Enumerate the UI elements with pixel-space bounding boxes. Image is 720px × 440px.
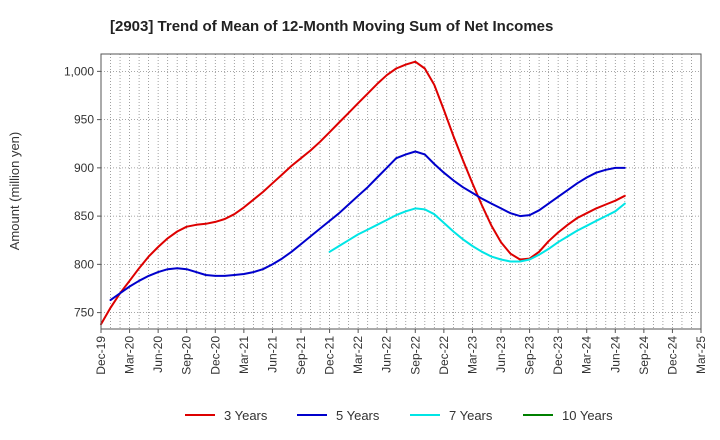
x-tick-label: Mar-21 — [237, 336, 251, 374]
y-tick-label: 900 — [74, 161, 94, 175]
x-tick-label: Jun-22 — [380, 336, 394, 373]
legend-label: 7 Years — [449, 408, 493, 423]
grid-lines — [101, 54, 701, 329]
x-tick-label: Mar-25 — [694, 336, 708, 374]
x-tick-label: Mar-20 — [123, 336, 137, 374]
x-tick-label: Sep-22 — [408, 336, 422, 375]
x-tick-label: Sep-20 — [180, 336, 194, 375]
legend-label: 10 Years — [562, 408, 613, 423]
y-tick-label: 1,000 — [64, 64, 94, 78]
x-tick-label: Mar-23 — [465, 336, 479, 374]
x-tick-label: Dec-23 — [551, 336, 565, 375]
series-lines — [100, 60, 626, 326]
x-tick-label: Dec-24 — [665, 336, 679, 375]
x-tick-label: Sep-24 — [637, 336, 651, 375]
x-tick-label: Dec-19 — [94, 336, 108, 375]
legend-label: 5 Years — [336, 408, 380, 423]
x-tick-label: Sep-21 — [294, 336, 308, 375]
plot-area-frame — [100, 53, 702, 330]
chart-title: [2903] Trend of Mean of 12-Month Moving … — [110, 18, 553, 35]
legend-label: 3 Years — [224, 408, 268, 423]
x-tick-label: Jun-20 — [151, 336, 165, 373]
y-tick-label: 750 — [74, 306, 94, 320]
x-tick-label: Jun-23 — [494, 336, 508, 373]
x-tick-label: Sep-23 — [523, 336, 537, 375]
legend: 3 Years 5 Years 7 Years 10 Years — [185, 408, 613, 423]
y-axis-ticks: 750 800 850 900 950 1,000 — [64, 64, 101, 320]
series-line-3 — [328, 202, 626, 263]
x-axis-ticks: Dec-19 Mar-20 Jun-20 Sep-20 Dec-20 Mar-21 Jun-… — [94, 329, 708, 375]
y-tick-label: 850 — [74, 209, 94, 223]
x-tick-label: Jun-21 — [265, 336, 279, 373]
series-line-2 — [109, 150, 626, 302]
y-tick-label: 950 — [74, 113, 94, 127]
x-tick-label: Mar-24 — [580, 336, 594, 374]
series-line-1 — [100, 60, 626, 326]
x-tick-label: Dec-20 — [208, 336, 222, 375]
x-tick-label: Dec-21 — [323, 336, 337, 375]
y-axis-label: Amount (million yen) — [7, 132, 22, 251]
x-tick-label: Jun-24 — [608, 336, 622, 373]
y-tick-label: 800 — [74, 257, 94, 271]
x-tick-label: Dec-22 — [437, 336, 451, 375]
x-tick-label: Mar-22 — [351, 336, 365, 374]
